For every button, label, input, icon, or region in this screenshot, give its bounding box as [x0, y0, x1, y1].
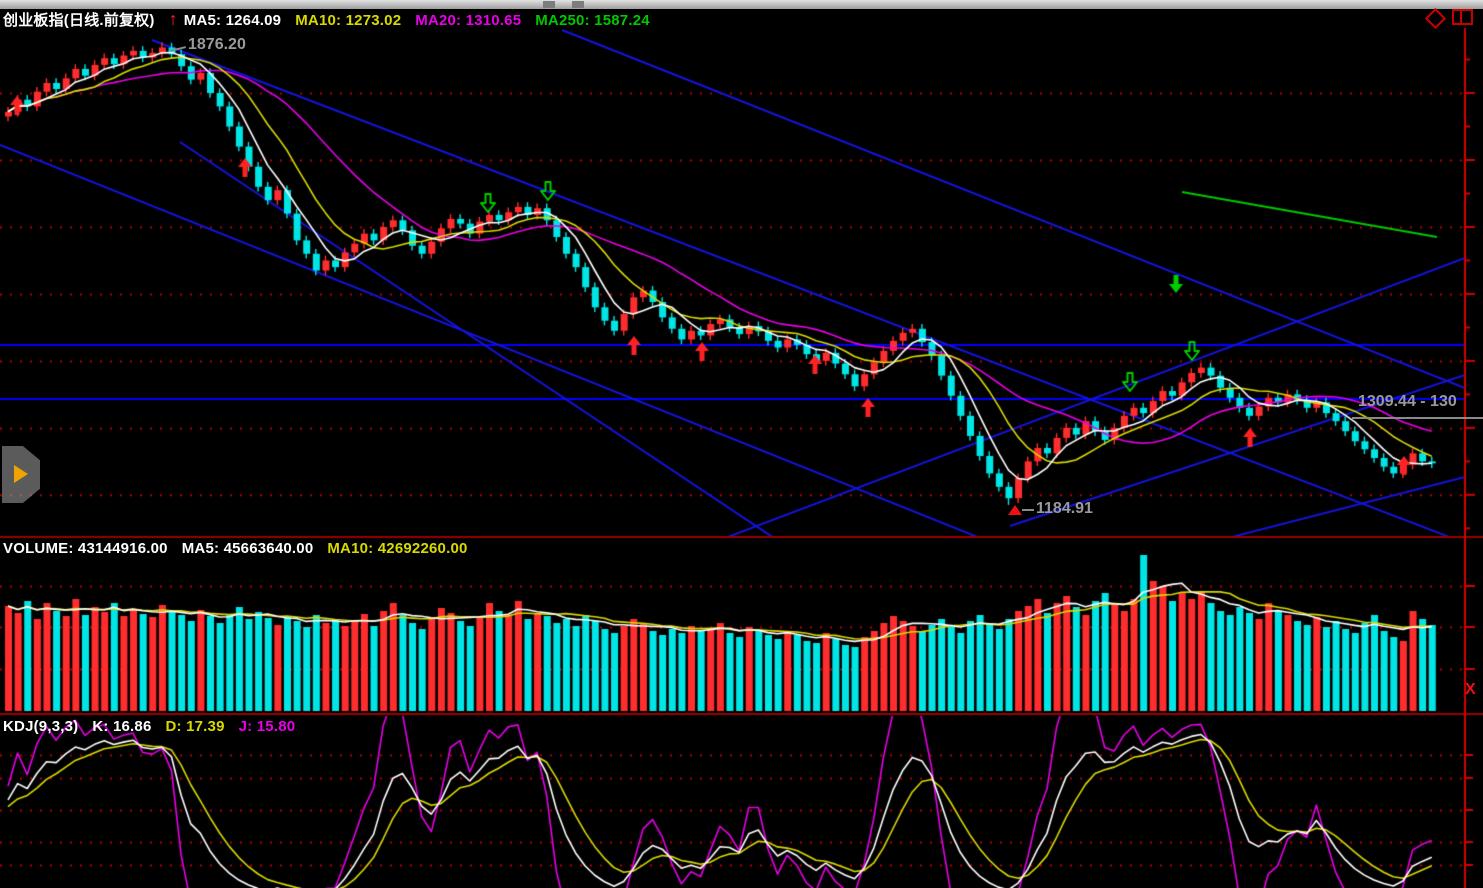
- main-chart-header: 创业板指(日线.前复权) ↑ MA5: 1264.09 MA10: 1273.02 MA…: [3, 10, 664, 30]
- low-pointer-line: [1022, 509, 1034, 511]
- low-marker-triangle: [1008, 505, 1022, 515]
- up-arrow-icon: ↑: [168, 9, 178, 29]
- left-panel-handle[interactable]: [2, 446, 40, 503]
- split-window-icon[interactable]: [1452, 9, 1473, 25]
- kdj-j-value: J: 15.80: [238, 718, 296, 735]
- price-range-tooltip: 1309.44 - 130: [1352, 392, 1483, 419]
- kdj-header: KDJ(9,3,3) K: 16.86 D: 17.39 J: 15.80: [3, 718, 309, 736]
- ma5-value: MA5: 1264.09: [183, 12, 282, 29]
- low-price-label: 1184.91: [1036, 500, 1093, 517]
- top-scrollbar[interactable]: [0, 0, 1483, 9]
- expand-arrow-icon: [14, 465, 28, 483]
- ma10-value: MA10: 1273.02: [295, 12, 402, 29]
- kdj-name: KDJ(9,3,3): [3, 718, 79, 735]
- scrollbar-notch: [572, 1, 584, 8]
- kdj-k-value: K: 16.86: [92, 718, 152, 735]
- volume-header: VOLUME: 43144916.00 MA5: 45663640.00 MA10:…: [3, 540, 482, 558]
- close-indicator-icon[interactable]: X: [1465, 681, 1476, 698]
- split-window-icon-divider: [1460, 11, 1462, 23]
- symbol-title: 创业板指(日线.前复权): [3, 12, 155, 29]
- high-price-label: 1876.20: [188, 36, 246, 53]
- kdj-d-value: D: 17.39: [165, 718, 225, 735]
- ma20-value: MA20: 1310.65: [415, 12, 522, 29]
- volume-ma5-value: MA5: 45663640.00: [181, 540, 314, 557]
- ma250-value: MA250: 1587.24: [535, 12, 650, 29]
- volume-value: VOLUME: 43144916.00: [3, 540, 168, 557]
- volume-ma10-value: MA10: 42692260.00: [327, 540, 468, 557]
- scrollbar-notch: [543, 1, 555, 8]
